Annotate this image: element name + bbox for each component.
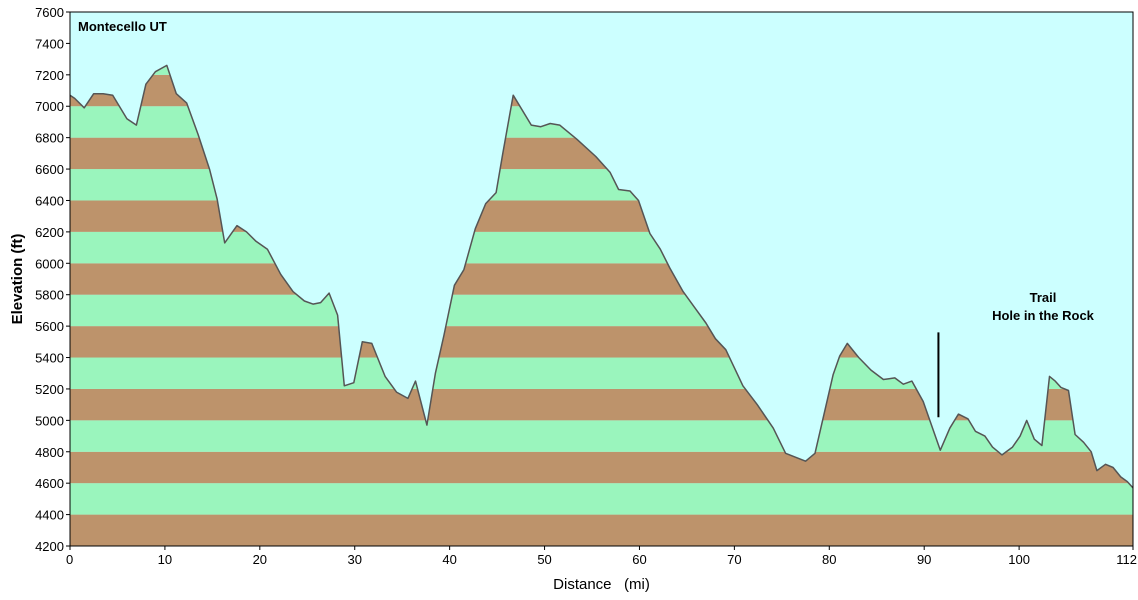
x-tick-label: 20	[253, 552, 267, 567]
x-tick-label: 100	[1008, 552, 1030, 567]
y-axis-title: Elevation (ft)	[9, 234, 26, 325]
annotation-label: Trail	[1030, 290, 1057, 305]
y-tick-label: 7000	[35, 99, 64, 114]
y-tick-label: 4600	[35, 476, 64, 491]
axes: 4200 4400 4600 4800 5000 5200 5400 5600 5800 6000…	[35, 5, 1137, 567]
plot-frame	[69, 11, 1134, 547]
x-tick-label: 60	[632, 552, 646, 567]
chart-title: Montecello UT	[78, 19, 167, 34]
y-tick-label: 6600	[35, 162, 64, 177]
y-tick-label: 6000	[35, 256, 64, 271]
x-tick-label: 50	[537, 552, 551, 567]
elevation-band	[70, 514, 1133, 546]
x-tick-label: 0	[66, 552, 73, 567]
x-axis-title: Distance (mi)	[553, 576, 650, 593]
x-tick-label: 80	[822, 552, 836, 567]
elevation-profile-line	[69, 64, 1134, 489]
y-tick-label: 5200	[35, 382, 64, 397]
x-tick-label: 112	[1116, 552, 1137, 567]
x-tick-label: 70	[727, 552, 741, 567]
y-tick-label: 5800	[35, 288, 64, 303]
y-tick-label: 5400	[35, 351, 64, 366]
elevation-band	[70, 451, 1133, 484]
y-tick-label: 7600	[35, 5, 64, 20]
x-tick-label: 40	[442, 552, 456, 567]
y-tick-label: 5600	[35, 319, 64, 334]
y-tick-label: 7400	[35, 36, 64, 51]
elevation-band	[70, 483, 1133, 515]
y-tick-label: 6800	[35, 131, 64, 146]
y-tick-label: 4800	[35, 445, 64, 460]
y-tick-label: 6400	[35, 193, 64, 208]
annotation-group: Trail Hole in the Rock	[937, 290, 1095, 418]
y-tick-label: 4400	[35, 508, 64, 523]
elevation-band	[70, 420, 1133, 452]
y-tick-label: 5000	[35, 413, 64, 428]
y-tick-label: 7200	[35, 68, 64, 83]
x-tick-label: 30	[347, 552, 361, 567]
x-tick-label: 90	[917, 552, 931, 567]
annotation-label: Hole in the Rock	[992, 308, 1095, 323]
y-tick-label: 6200	[35, 225, 64, 240]
y-tick-label: 4200	[35, 539, 64, 554]
x-tick-label: 10	[158, 552, 172, 567]
